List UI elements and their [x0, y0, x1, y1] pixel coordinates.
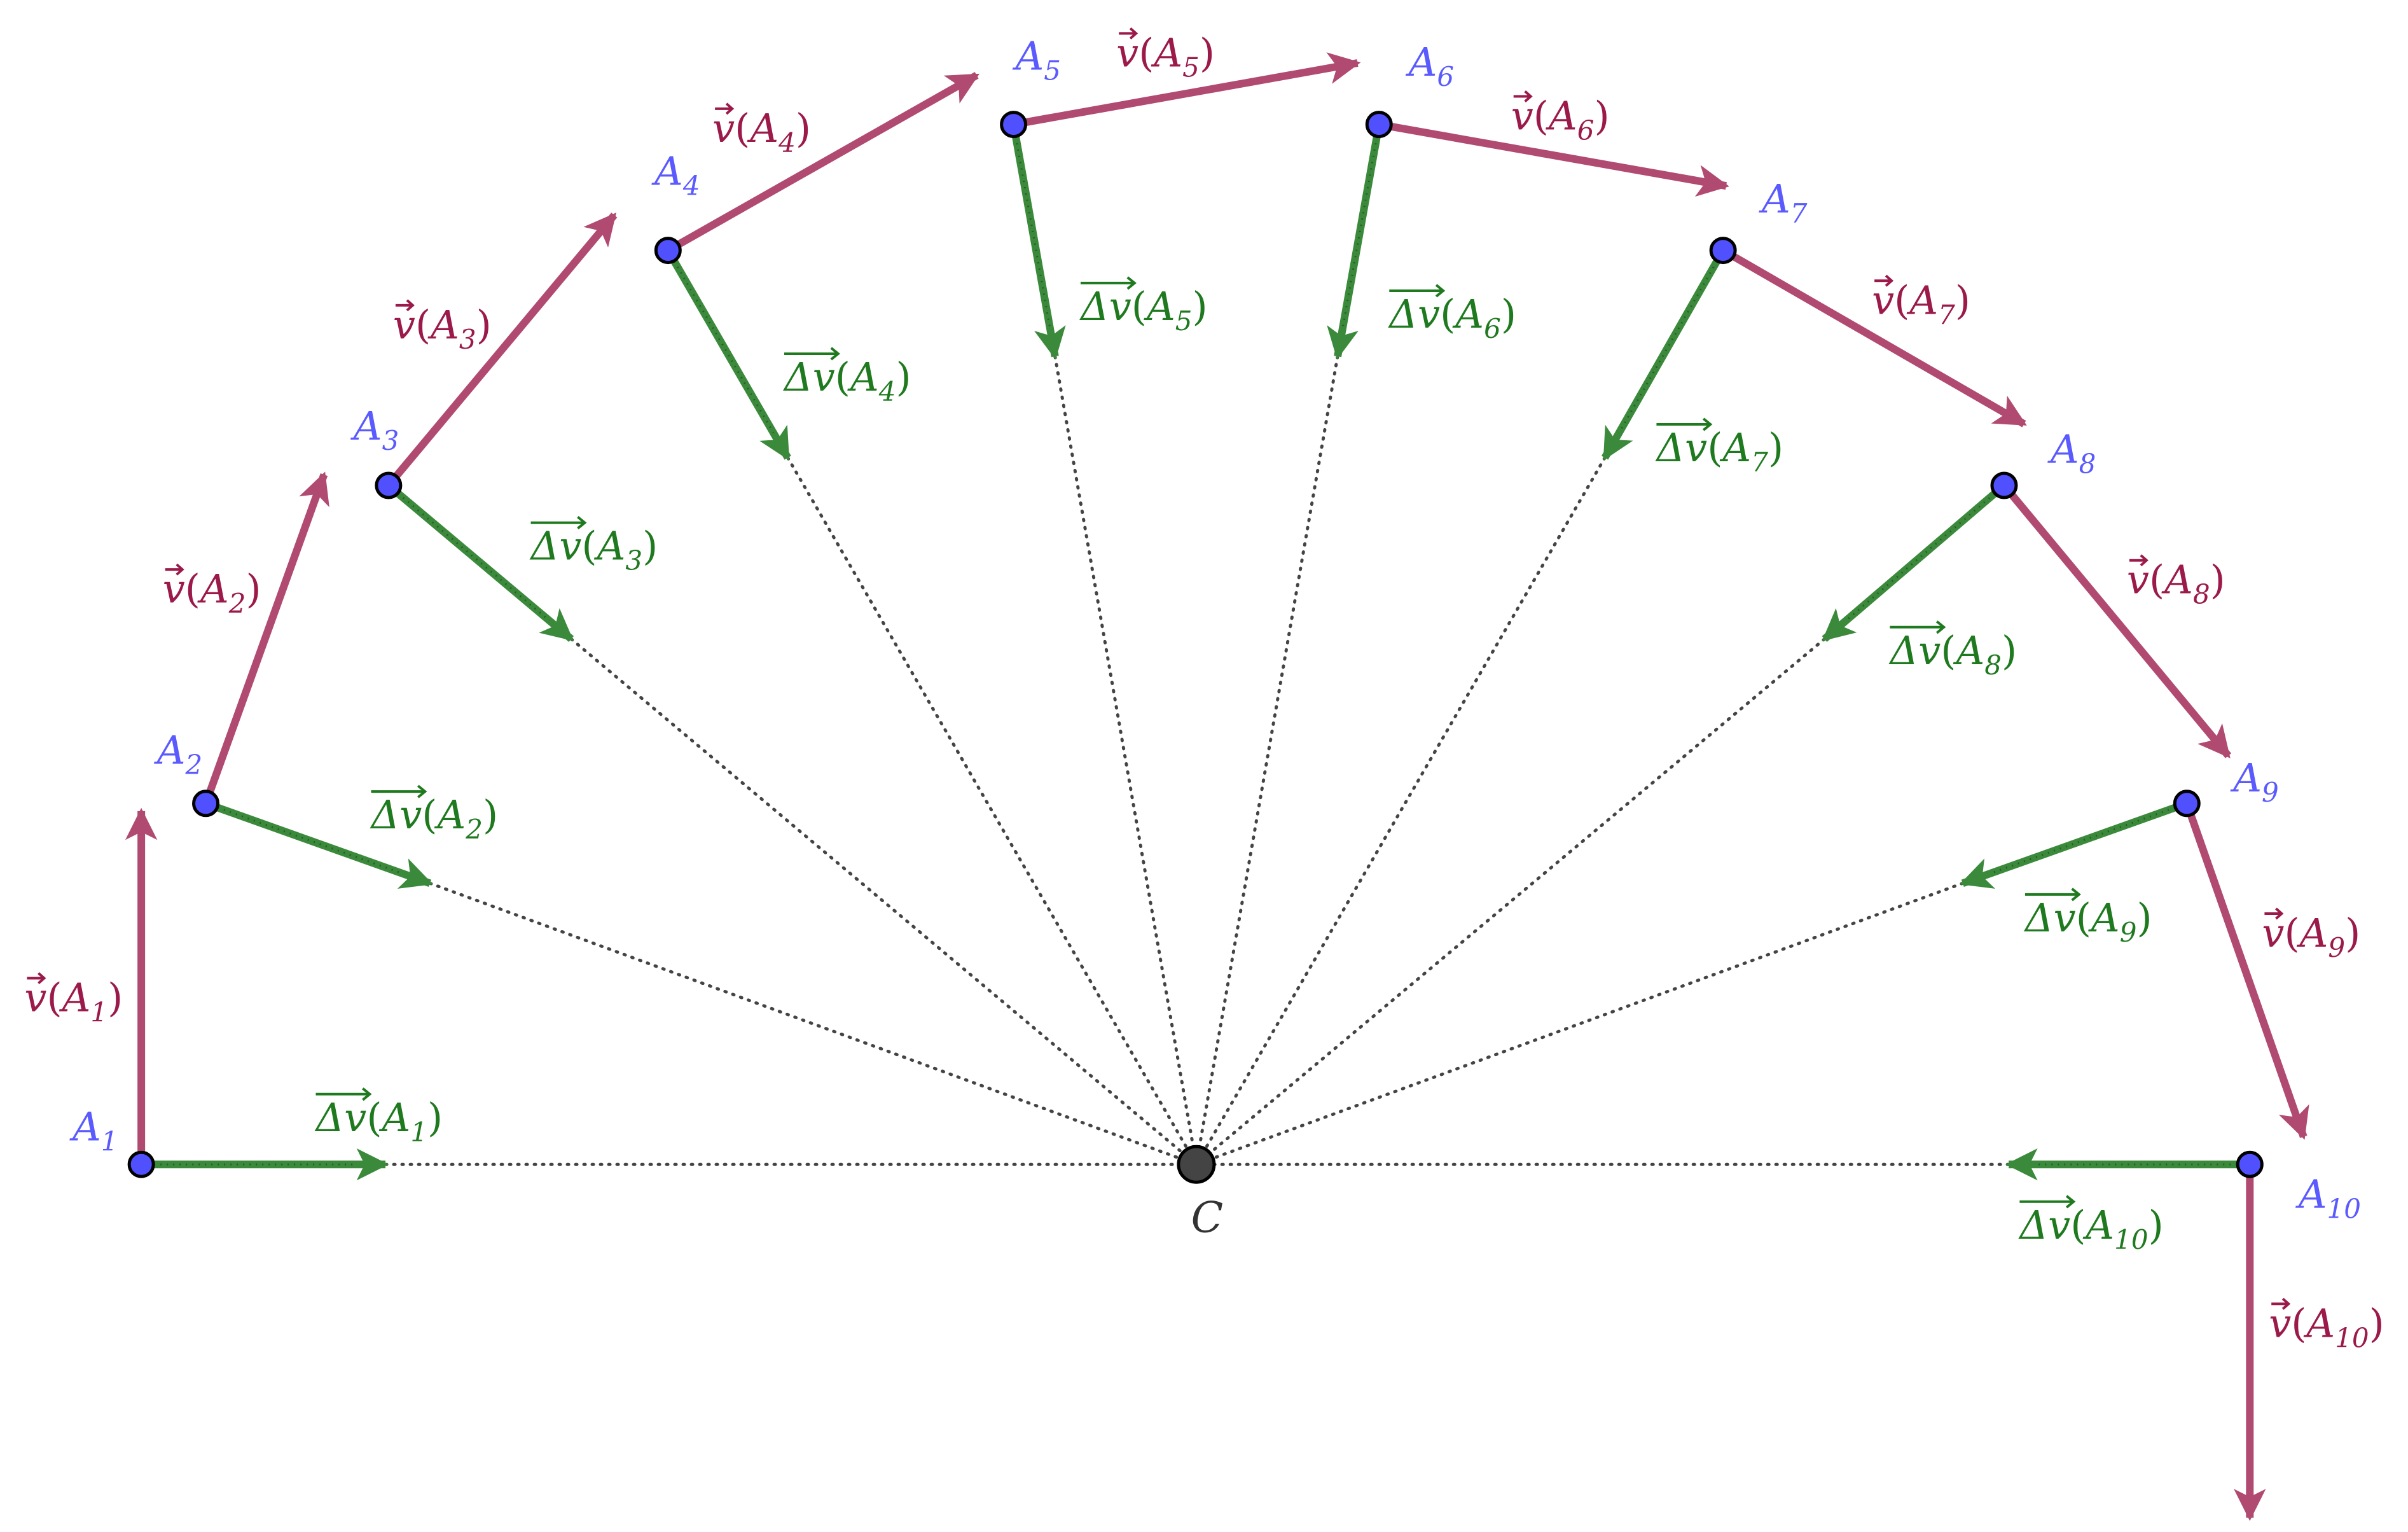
delta-v-dots-5 — [1013, 124, 1051, 329]
delta-v-arrow-6 — [1327, 123, 1383, 360]
vector-arrow-mark — [371, 784, 427, 798]
point-label-A1: A1 — [69, 1103, 118, 1157]
point-label-A6: A6 — [1406, 39, 1455, 92]
velocity-arrow-5 — [1013, 52, 1361, 129]
vector-arrow-mark — [1119, 27, 1138, 40]
vector-arrow-mark — [715, 102, 735, 115]
vector-arrow-mark — [27, 971, 46, 984]
point-A8 — [1990, 471, 2018, 499]
vector-arrow-mark — [1874, 274, 1894, 287]
delta-v-dots-6 — [1341, 124, 1380, 329]
vector-arrow-mark — [2264, 907, 2284, 920]
velocity-arrow-6 — [1378, 120, 1729, 197]
radius-line-5 — [1053, 354, 1198, 1166]
point-label-A8: A8 — [2047, 426, 2096, 479]
velocity-arrow-2 — [202, 471, 329, 805]
delta-v-arrow-4 — [665, 248, 791, 461]
vector-arrow-mark — [1656, 417, 1713, 431]
delta-v-arrow-5 — [1009, 123, 1066, 360]
point-A3 — [375, 471, 403, 499]
vector-arrow-mark — [1389, 284, 1446, 298]
velocity-label-6: v(A6) — [1511, 93, 1610, 146]
labels: A1 A2 A3 A4 A5 A6 A7 A8 A9 A10 Cv(A1) v(A2) v(A3) v(A… — [24, 27, 2384, 1353]
velocity-arrow-7 — [1721, 247, 2027, 428]
delta-v-label-2: Δv(A2) — [370, 791, 498, 845]
point-A4 — [654, 237, 682, 265]
delta-v-label-9: Δv(A9) — [2024, 895, 2152, 948]
radius-line-9 — [1194, 881, 1965, 1166]
delta-v-arrows — [141, 123, 2250, 1181]
velocity-arrow-9 — [2183, 802, 2309, 1140]
vector-arrow-mark — [395, 299, 415, 312]
points — [127, 111, 2264, 1184]
vector-arrow-mark — [2019, 1195, 2076, 1209]
point-label-A7: A7 — [1759, 176, 1808, 229]
center-label: C — [1191, 1193, 1224, 1242]
point-label-A4: A4 — [651, 148, 700, 201]
velocity-label-10: v(A10) — [2269, 1300, 2384, 1353]
radius-line-4 — [786, 456, 1198, 1166]
delta-v-arrow-7 — [1601, 248, 1727, 461]
vector-arrow-mark — [530, 516, 587, 530]
velocity-label-2: v(A2) — [163, 566, 261, 619]
radius-lines — [384, 354, 2010, 1166]
vector-arrow-mark — [1080, 276, 1137, 290]
velocity-arrow-8 — [2001, 483, 2232, 758]
delta-v-arrow-9 — [1960, 800, 2189, 889]
radius-line-8 — [1194, 637, 1826, 1166]
point-label-A9: A9 — [2230, 755, 2279, 808]
point-A10 — [2236, 1150, 2264, 1178]
vector-arrow-mark — [784, 347, 840, 361]
point-A5 — [1000, 111, 1028, 139]
delta-v-label-7: Δv(A7) — [1655, 424, 1783, 478]
velocity-label-4: v(A4) — [712, 105, 811, 158]
point-A7 — [1709, 237, 1737, 265]
point-label-A3: A3 — [350, 403, 399, 456]
velocity-arrow-3 — [385, 212, 618, 488]
velocity-label-8: v(A8) — [2127, 557, 2225, 610]
delta-v-label-8: Δv(A8) — [1888, 627, 2017, 681]
velocity-label-7: v(A7) — [1872, 277, 1970, 330]
radius-line-7 — [1194, 456, 1607, 1166]
point-label-A10: A10 — [2295, 1171, 2361, 1225]
point-A9 — [2173, 790, 2201, 818]
velocity-arrows — [125, 52, 2309, 1521]
radius-line-3 — [569, 637, 1198, 1166]
vector-arrow-mark — [315, 1087, 372, 1101]
delta-v-arrow-3 — [386, 482, 574, 643]
center-point — [1177, 1145, 1216, 1184]
velocity-label-9: v(A9) — [2262, 910, 2360, 963]
delta-v-label-5: Δv(A5) — [1079, 283, 1208, 337]
vector-arrow-mark — [1890, 620, 1946, 634]
velocity-arrow-4 — [666, 72, 980, 254]
vector-arrow-mark — [2271, 1297, 2291, 1310]
velocity-label-5: v(A5) — [1116, 30, 1215, 83]
point-label-A5: A5 — [1012, 32, 1061, 86]
point-label-A2: A2 — [154, 727, 203, 781]
point-A6 — [1365, 111, 1393, 139]
radius-line-2 — [428, 881, 1198, 1166]
velocity-label-1: v(A1) — [24, 974, 123, 1027]
delta-v-label-10: Δv(A10) — [2018, 1202, 2163, 1255]
vector-arrow-mark — [165, 563, 184, 576]
delta-v-label-3: Δv(A3) — [530, 523, 658, 576]
velocity-label-3: v(A3) — [393, 302, 492, 355]
delta-v-arrow-8 — [1822, 482, 2007, 643]
point-A2 — [192, 790, 220, 818]
vector-arrow-mark — [2129, 554, 2149, 567]
delta-v-label-6: Δv(A6) — [1388, 291, 1516, 344]
vector-arrow-mark — [2024, 888, 2081, 902]
vector-arrow-mark — [1513, 90, 1533, 102]
point-A1 — [127, 1150, 155, 1178]
radius-line-6 — [1194, 354, 1339, 1166]
delta-v-label-1: Δv(A1) — [315, 1094, 443, 1148]
delta-v-label-4: Δv(A4) — [783, 354, 911, 407]
